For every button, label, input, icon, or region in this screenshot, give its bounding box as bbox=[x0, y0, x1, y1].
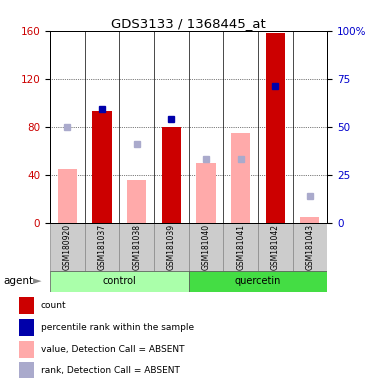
Bar bbox=[266, 33, 285, 223]
Bar bbox=[258, 223, 293, 271]
Bar bbox=[19, 341, 33, 358]
Bar bbox=[119, 223, 154, 271]
Bar bbox=[50, 223, 85, 271]
Text: GSM181037: GSM181037 bbox=[97, 224, 107, 270]
Text: rank, Detection Call = ABSENT: rank, Detection Call = ABSENT bbox=[41, 366, 180, 374]
Bar bbox=[19, 297, 33, 314]
Bar bbox=[127, 180, 146, 223]
Bar bbox=[58, 169, 77, 223]
Bar bbox=[92, 111, 112, 223]
Text: GSM181040: GSM181040 bbox=[201, 224, 211, 270]
Bar bbox=[162, 127, 181, 223]
Bar bbox=[19, 319, 33, 336]
Bar bbox=[154, 223, 189, 271]
Bar bbox=[19, 362, 33, 379]
Text: control: control bbox=[102, 276, 136, 286]
Text: value, Detection Call = ABSENT: value, Detection Call = ABSENT bbox=[41, 345, 184, 354]
Text: count: count bbox=[41, 301, 67, 310]
Text: ►: ► bbox=[33, 276, 41, 286]
Bar bbox=[300, 217, 320, 223]
Bar bbox=[189, 271, 327, 292]
Text: GSM181043: GSM181043 bbox=[305, 224, 315, 270]
Title: GDS3133 / 1368445_at: GDS3133 / 1368445_at bbox=[111, 17, 266, 30]
Text: GSM181039: GSM181039 bbox=[167, 224, 176, 270]
Bar bbox=[223, 223, 258, 271]
Text: percentile rank within the sample: percentile rank within the sample bbox=[41, 323, 194, 332]
Bar bbox=[293, 223, 327, 271]
Bar bbox=[85, 223, 119, 271]
Text: quercetin: quercetin bbox=[235, 276, 281, 286]
Bar bbox=[189, 223, 223, 271]
Text: agent: agent bbox=[4, 276, 34, 286]
Text: GSM181042: GSM181042 bbox=[271, 224, 280, 270]
Text: GSM180920: GSM180920 bbox=[63, 224, 72, 270]
Bar bbox=[231, 133, 250, 223]
Bar bbox=[50, 271, 189, 292]
Text: GSM181041: GSM181041 bbox=[236, 224, 245, 270]
Text: GSM181038: GSM181038 bbox=[132, 224, 141, 270]
Bar bbox=[196, 163, 216, 223]
